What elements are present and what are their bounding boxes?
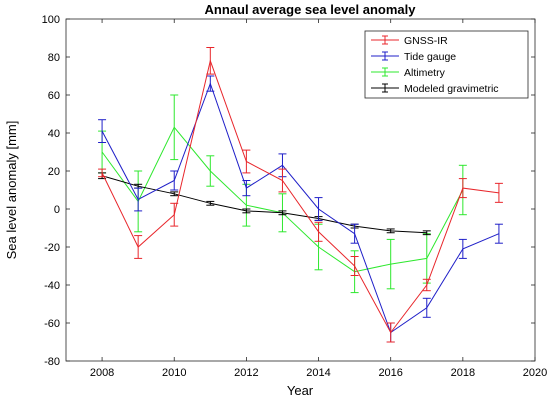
- error-bar: [350, 256, 359, 276]
- y-tick-label: 60: [48, 90, 60, 102]
- error-bar: [386, 238, 395, 290]
- error-bar: [350, 223, 359, 244]
- axis-ticks: 2008 2010 2012 2014 2016 2018 2020 -80 -60 -40 -20…: [42, 14, 548, 379]
- legend-box: [364, 30, 529, 99]
- series-line: [101, 82, 500, 334]
- chart-title: Annaul average sea level anomaly: [205, 2, 417, 17]
- y-axis-label: Sea level anomaly [mm]: [4, 121, 19, 260]
- y-tick-label: 0: [54, 204, 60, 216]
- legend-label: Tide gauge: [404, 51, 456, 63]
- x-tick-label: 2014: [306, 367, 330, 379]
- y-tick-label: 20: [48, 166, 60, 178]
- series-line: [101, 59, 499, 334]
- error-bar: [386, 322, 395, 343]
- error-bar: [458, 238, 467, 259]
- error-bar: [98, 119, 107, 143]
- legend-item: Modeled gravimetric: [371, 83, 499, 95]
- x-tick-label: 2018: [451, 367, 475, 379]
- error-bar: [278, 210, 287, 216]
- error-bar: [242, 208, 251, 214]
- error-bar: [242, 180, 251, 197]
- error-bar: [422, 230, 431, 236]
- x-tick-label: 2012: [234, 367, 258, 379]
- legend: GNSS-IR Tide gauge Altimetry Modeled gravim…: [364, 30, 529, 99]
- error-bar: [494, 182, 503, 203]
- legend-label: Modeled gravimetric: [404, 83, 499, 95]
- error-bar: [314, 221, 323, 242]
- series-tide-gauge: [98, 75, 503, 343]
- y-tick-label: 40: [48, 128, 60, 140]
- error-bar: [170, 191, 179, 197]
- y-tick-label: 80: [48, 52, 60, 64]
- error-bar: [206, 200, 215, 206]
- error-bar: [386, 228, 395, 234]
- series-layer: [98, 47, 503, 343]
- legend-item: GNSS-IR: [371, 35, 448, 47]
- y-tick-label: -60: [44, 318, 60, 330]
- error-bar: [422, 278, 431, 292]
- error-bar: [422, 297, 431, 318]
- legend-item: Tide gauge: [371, 51, 456, 63]
- x-tick-label: 2020: [523, 367, 547, 379]
- legend-label: GNSS-IR: [404, 35, 448, 47]
- series-gnss-ir: [98, 47, 503, 343]
- error-bar: [494, 223, 503, 244]
- error-bar: [206, 75, 215, 92]
- error-bar: [278, 168, 287, 193]
- x-tick-label: 2016: [378, 367, 402, 379]
- y-tick-label: 100: [42, 14, 60, 26]
- y-tick-label: -80: [44, 356, 60, 368]
- error-bar: [458, 178, 467, 199]
- x-tick-label: 2010: [162, 367, 186, 379]
- legend-item: Altimetry: [371, 67, 446, 79]
- error-bar: [206, 155, 215, 187]
- error-bar: [170, 202, 179, 227]
- error-bar: [206, 47, 215, 75]
- error-bar: [134, 187, 143, 212]
- error-bar: [314, 197, 323, 221]
- error-bar: [242, 149, 251, 174]
- error-bar: [170, 94, 179, 161]
- error-bar: [134, 235, 143, 259]
- x-tick-label: 2008: [90, 367, 114, 379]
- y-tick-label: -20: [44, 242, 60, 254]
- y-tick-label: -40: [44, 280, 60, 292]
- x-axis-label: Year: [287, 383, 314, 398]
- error-bar: [170, 170, 179, 191]
- error-bar: [98, 168, 107, 178]
- legend-label: Altimetry: [404, 67, 446, 79]
